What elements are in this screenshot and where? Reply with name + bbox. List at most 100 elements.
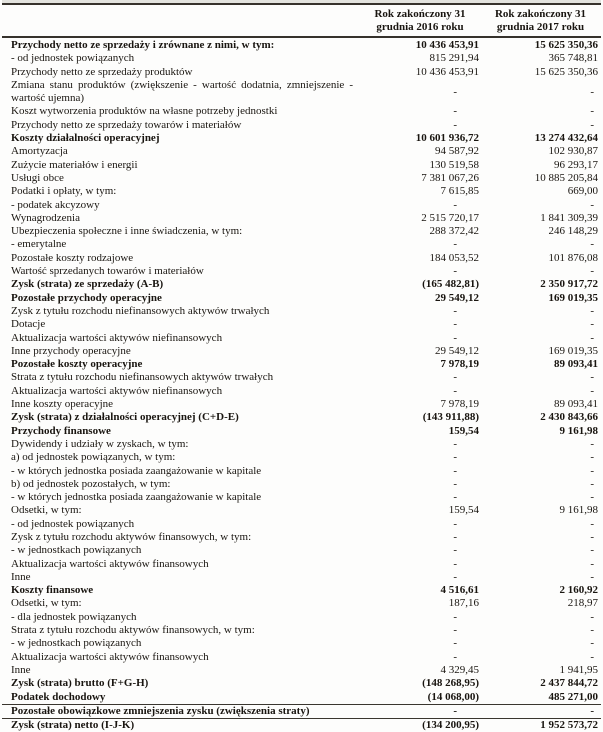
table-row: Strata z tytułu rozchodu niefinansowych … — [2, 371, 601, 384]
row-label: Inne koszty operacyjne — [11, 398, 114, 411]
row-label: - podatek akcyzowy — [11, 198, 100, 211]
row-label: Pozostałe koszty rodzajowe — [11, 251, 134, 264]
table-row: Inne 4 329,45 1 941,95 — [2, 664, 601, 677]
row-label: Wartość sprzedanych towarów i materiałów — [11, 265, 204, 278]
value-2016: 29 549,12 — [435, 344, 479, 357]
value-2017: - — [590, 118, 594, 131]
value-2016: 815 291,94 — [429, 52, 480, 65]
value-2017: 89 093,41 — [554, 398, 598, 411]
value-2016: - — [453, 304, 457, 317]
table-row: Pozostałe przychody operacyjne 29 549,12… — [2, 292, 601, 305]
row-label: Koszty działalności operacyjnej — [11, 132, 160, 145]
row-label: - w jednostkach powiązanych — [11, 637, 142, 650]
row-label: - w jednostkach powiązanych — [11, 544, 142, 557]
table-row: Inne koszty operacyjne 7 978,19 89 093,4… — [2, 398, 601, 411]
table-row: - w których jednostka posiada zaangażowa… — [2, 491, 601, 504]
table-row: Podatek dochodowy (14 068,00) 485 271,00 — [2, 691, 601, 704]
value-2016: (143 911,88) — [422, 411, 479, 424]
row-label: Podatki i opłaty, w tym: — [11, 185, 117, 198]
value-2017: 1 841 309,39 — [540, 211, 598, 224]
value-2017: 485 271,00 — [548, 690, 599, 703]
income-statement-table: Rok zakończony 31 grudnia 2016 roku Rok … — [2, 3, 601, 732]
value-2017: - — [590, 198, 594, 211]
row-label: Zysk z tytułu rozchodu niefinansowych ak… — [11, 304, 270, 317]
table-row: Inne przychody operacyjne 29 549,12 169 … — [2, 345, 601, 358]
value-2016: 7 978,19 — [440, 358, 480, 371]
value-2017: 96 293,17 — [554, 158, 598, 171]
row-label: - w których jednostka posiada zaangażowa… — [11, 491, 262, 504]
value-2016: 7 381 067,26 — [421, 171, 479, 184]
table-row: Strata z tytułu rozchodu aktywów finanso… — [2, 624, 601, 637]
value-2017: - — [590, 437, 594, 450]
value-2016: - — [453, 624, 457, 637]
row-label: Aktualizacja wartości aktywów finansowyc… — [11, 557, 209, 570]
column-header-2016: Rok zakończony 31 grudnia 2016 roku — [374, 8, 466, 33]
row-label: Ubezpieczenia społeczne i inne świadczen… — [11, 225, 243, 238]
value-2017: - — [590, 384, 594, 397]
value-2016: 184 053,52 — [429, 251, 480, 264]
value-2016: (148 268,95) — [422, 677, 479, 690]
value-2016: 7 978,19 — [440, 398, 480, 411]
value-2016: - — [453, 318, 457, 331]
table-row: Przychody finansowe 159,54 9 161,98 — [2, 425, 601, 438]
table-row: Przychody netto ze sprzedaży produktów 1… — [2, 66, 601, 79]
row-label: Zysk (strata) brutto (F+G-H) — [11, 677, 149, 690]
row-label: Podatek dochodowy — [11, 690, 106, 703]
value-2017: 13 274 432,64 — [534, 132, 598, 145]
table-row: Aktualizacja wartości aktywów finansowyc… — [2, 558, 601, 571]
value-2017: 1 952 573,72 — [540, 719, 598, 732]
row-label: Strata z tytułu rozchodu niefinansowych … — [11, 371, 274, 384]
value-2016: - — [453, 105, 457, 118]
value-2016: 4 329,45 — [440, 663, 480, 676]
table-row: Przychody netto ze sprzedaży towarów i m… — [2, 119, 601, 132]
value-2017: - — [590, 238, 594, 251]
row-label: Pozostałe obowiązkowe zmniejszenia zysku… — [11, 704, 310, 717]
table-row: Zysk z tytułu rozchodu aktywów finansowy… — [2, 531, 601, 544]
value-2017: 101 876,08 — [548, 251, 599, 264]
value-2016: - — [453, 238, 457, 251]
value-2017: 2 350 917,72 — [540, 278, 598, 291]
value-2017: 9 161,98 — [559, 504, 599, 517]
row-label: Aktualizacja wartości aktywów niefinanso… — [11, 384, 223, 397]
value-2016: - — [453, 517, 457, 530]
table-row: Podatki i opłaty, w tym: 7 615,85 669,00 — [2, 185, 601, 198]
row-label: - dla jednostek powiązanych — [11, 610, 137, 623]
value-2016: 29 549,12 — [435, 291, 479, 304]
table-row: a) od jednostek powiązanych, w tym: - - — [2, 451, 601, 464]
value-2017: 89 093,41 — [554, 358, 598, 371]
table-row: Zysk (strata) z działalności operacyjnej… — [2, 411, 601, 424]
table-row: Pozostałe koszty operacyjne 7 978,19 89 … — [2, 358, 601, 371]
row-label: Dywidendy i udziały w zyskach, w tym: — [11, 437, 189, 450]
row-label: - od jednostek powiązanych — [11, 52, 135, 65]
value-2017: 218,97 — [567, 597, 598, 610]
value-2016: 159,54 — [448, 504, 479, 517]
header-label-spacer — [11, 8, 357, 34]
value-2017: - — [590, 85, 594, 98]
table-row: Zysk (strata) brutto (F+G-H) (148 268,95… — [2, 677, 601, 690]
table-row: Ubezpieczenia społeczne i inne świadczen… — [2, 225, 601, 238]
table-row: Koszt wytworzenia produktów na własne po… — [2, 105, 601, 118]
row-label: Dotacje — [11, 318, 46, 331]
value-2016: 4 516,61 — [440, 584, 480, 597]
table-row: Dotacje - - — [2, 318, 601, 331]
table-row: - dla jednostek powiązanych - - — [2, 611, 601, 624]
value-2017: - — [590, 477, 594, 490]
value-2016: - — [453, 437, 457, 450]
table-body: Przychody netto ze sprzedaży i zrównane … — [2, 38, 601, 732]
row-label: Amortyzacja — [11, 145, 68, 158]
table-row: - w jednostkach powiązanych - - — [2, 544, 601, 557]
value-2016: - — [453, 491, 457, 504]
value-2017: - — [590, 265, 594, 278]
row-label: Przychody finansowe — [11, 424, 111, 437]
row-label: b) od jednostek pozostałych, w tym: — [11, 477, 171, 490]
value-2016: 288 372,42 — [429, 225, 480, 238]
value-2017: 9 161,98 — [559, 424, 599, 437]
value-2017: - — [590, 331, 594, 344]
row-label: Zmiana stanu produktów (zwiększenie - wa… — [11, 78, 353, 105]
table-row: - w których jednostka posiada zaangażowa… — [2, 465, 601, 478]
table-row: - od jednostek powiązanych 815 291,94 36… — [2, 52, 601, 65]
value-2017: - — [590, 464, 594, 477]
value-2017: - — [590, 371, 594, 384]
row-label: - od jednostek powiązanych — [11, 517, 135, 530]
